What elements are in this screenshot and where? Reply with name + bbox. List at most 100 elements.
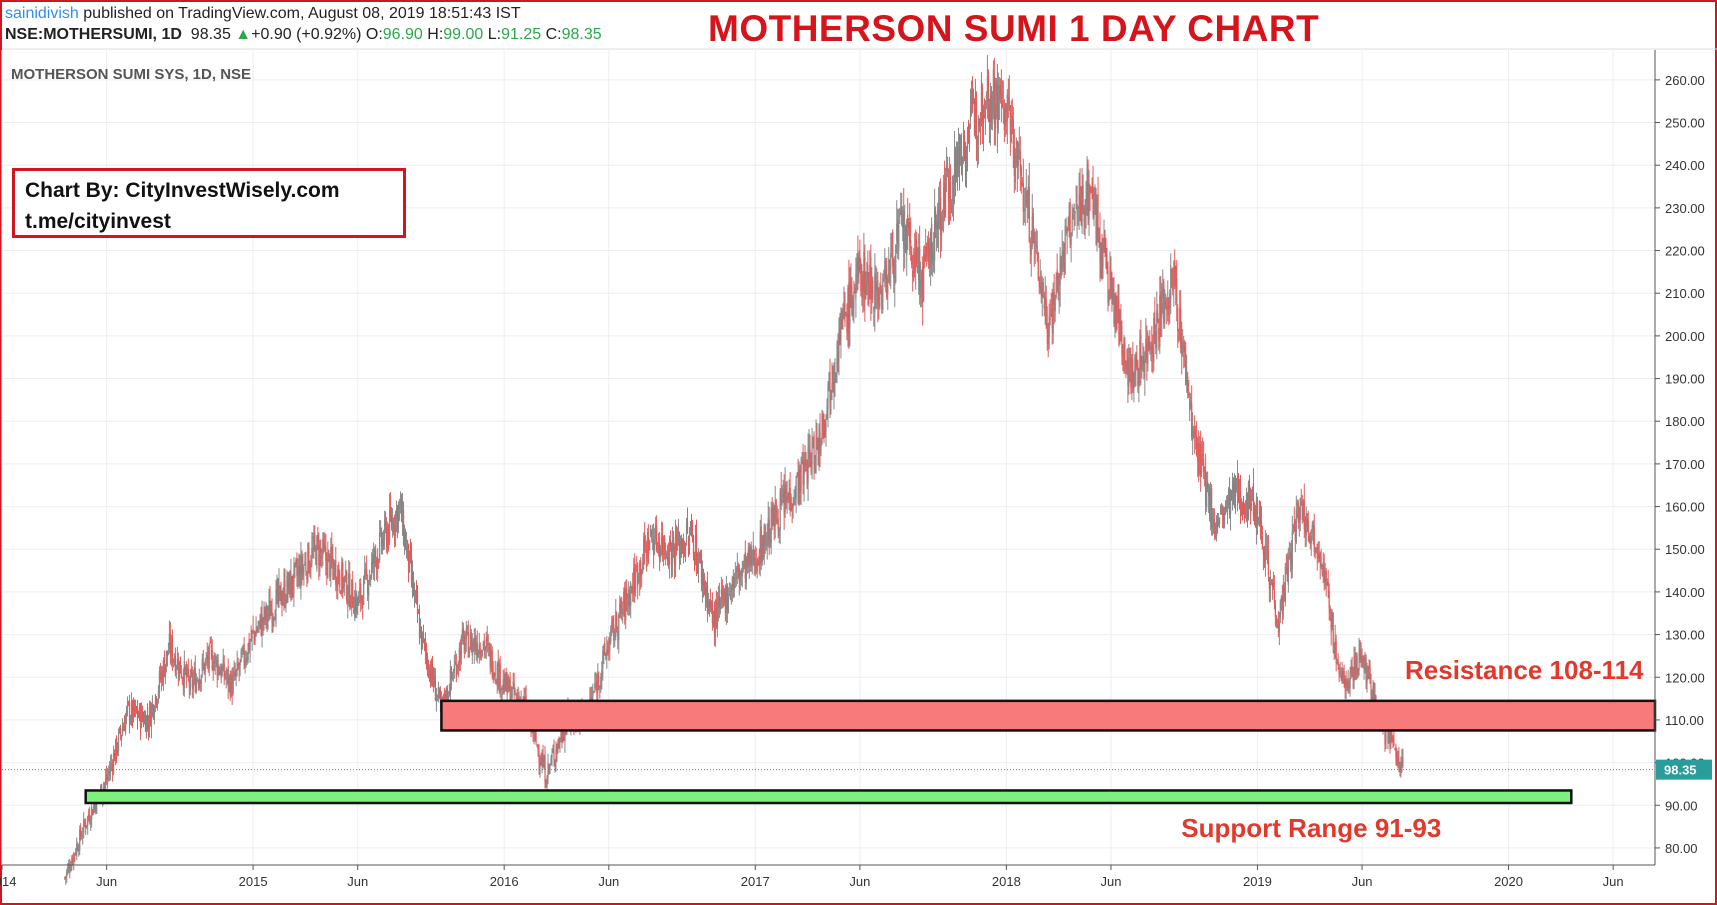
candle-body — [1369, 666, 1371, 683]
candle-body — [963, 144, 966, 161]
candle-body — [162, 659, 165, 682]
candle-body — [255, 629, 257, 637]
candle-body — [844, 301, 846, 322]
candle-body — [1181, 341, 1183, 355]
candle-body — [1166, 305, 1168, 311]
candle-body — [373, 555, 375, 565]
candle-body — [516, 697, 518, 699]
candle-body — [728, 594, 730, 596]
candle-body — [194, 668, 196, 692]
candle-body — [1269, 577, 1271, 588]
candle-body — [1060, 260, 1062, 277]
candle-body — [1224, 506, 1227, 511]
candle-body — [930, 231, 932, 264]
candle-body — [888, 258, 890, 282]
candle-body — [136, 708, 139, 719]
candle-body — [190, 668, 192, 676]
candle-body — [423, 640, 426, 642]
candle-body — [293, 564, 295, 594]
candle-body — [245, 659, 247, 661]
candle-body — [1034, 240, 1036, 243]
candle-body — [593, 691, 595, 693]
candle-body — [1304, 523, 1306, 533]
x-tick-label: Jun — [347, 874, 368, 889]
candle-body — [223, 662, 225, 677]
y-tick-label: 120.00 — [1665, 670, 1705, 685]
candle-body — [1307, 519, 1309, 534]
candle-body — [404, 532, 407, 551]
candle-body — [1087, 164, 1089, 218]
candle-body — [697, 559, 700, 573]
candle-body — [1004, 103, 1006, 126]
candle-body — [503, 680, 505, 693]
candle-body — [723, 589, 725, 601]
candle-body — [121, 728, 124, 735]
candle-body — [903, 210, 905, 250]
candle-body — [1281, 597, 1283, 615]
candle-body — [600, 676, 602, 689]
candle-body — [170, 639, 172, 656]
candle-body — [514, 690, 516, 693]
candle-body — [93, 805, 95, 814]
candle-body — [721, 586, 723, 598]
candle-body — [227, 666, 229, 687]
candle-body — [981, 84, 984, 121]
candle-body — [406, 540, 409, 550]
candle-body — [782, 494, 784, 498]
candle-body — [498, 662, 500, 689]
candle-body — [778, 528, 780, 536]
candle-body — [398, 501, 401, 509]
candle-body — [283, 582, 285, 597]
candle-body — [324, 546, 326, 548]
candle-body — [980, 79, 983, 122]
candle-body — [641, 571, 643, 573]
candle-body — [156, 699, 159, 706]
candle-body — [814, 467, 816, 469]
candle-body — [854, 287, 856, 293]
candle-body — [303, 566, 305, 573]
candle-body — [690, 529, 693, 533]
candle-body — [341, 562, 343, 594]
candle-body — [1173, 267, 1175, 286]
candle-body — [309, 568, 311, 570]
candle-body — [776, 520, 778, 523]
candle-body — [375, 550, 377, 558]
candle-body — [1138, 368, 1140, 386]
candle-body — [1311, 524, 1313, 533]
candle-body — [1275, 618, 1277, 625]
candle-body — [108, 772, 110, 774]
candle-body — [366, 568, 368, 576]
candle-body — [92, 809, 94, 816]
candle-body — [288, 572, 290, 588]
candle-body — [1398, 757, 1400, 765]
candle-body — [78, 849, 80, 852]
candle-body — [1182, 345, 1184, 353]
candle-body — [278, 582, 280, 600]
candle-body — [968, 128, 971, 148]
candle-body — [1231, 481, 1234, 496]
candle-body — [922, 267, 924, 303]
candle-body — [823, 423, 825, 425]
candle-body — [800, 459, 802, 492]
candle-body — [261, 614, 263, 635]
candle-body — [1149, 345, 1151, 350]
candle-body — [1196, 435, 1198, 456]
candle-body — [668, 538, 671, 565]
candle-body — [66, 870, 68, 877]
publisher-link[interactable]: sainidivish — [5, 5, 79, 22]
candle-body — [852, 302, 854, 311]
candle-body — [466, 627, 468, 630]
candle-body — [788, 490, 790, 500]
candle-body — [1355, 660, 1357, 675]
candle-body — [446, 688, 448, 702]
candle-body — [241, 652, 243, 655]
candle-body — [191, 673, 193, 688]
candle-body — [848, 282, 850, 328]
candle-body — [389, 506, 392, 518]
candle-body — [64, 877, 66, 879]
candle-body — [359, 588, 361, 594]
candle-body — [694, 536, 697, 558]
candle-body — [140, 708, 143, 728]
candle-body — [187, 668, 189, 678]
